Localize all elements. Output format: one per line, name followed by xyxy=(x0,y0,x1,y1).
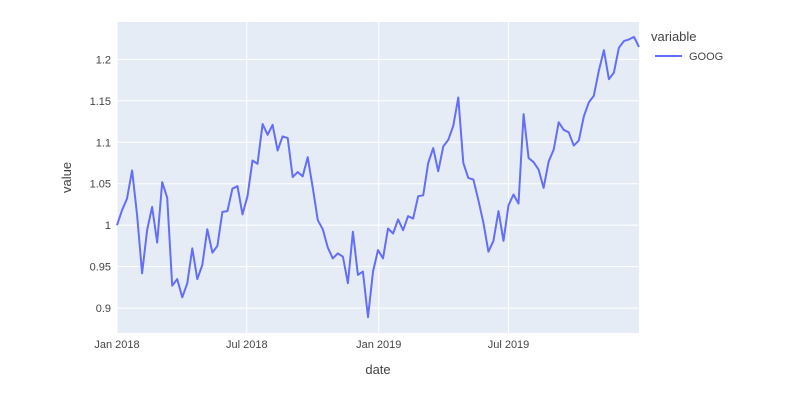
x-tick-label: Jan 2019 xyxy=(356,339,401,351)
y-axis-title: value xyxy=(59,162,74,193)
x-tick-label: Jul 2019 xyxy=(488,339,530,351)
series-layer xyxy=(116,35,640,319)
legend[interactable]: variable GOOG xyxy=(651,29,723,63)
x-axis-title: date xyxy=(365,362,390,377)
legend-label-goog[interactable]: GOOG xyxy=(689,51,723,63)
x-tick-label: Jan 2018 xyxy=(94,339,139,351)
y-tick-label: 0.95 xyxy=(90,262,111,274)
y-tick-label: 1.1 xyxy=(96,137,111,149)
x-axis-ticks: Jan 2018 Jul 2018 Jan 2019 Jul 2019 xyxy=(94,339,529,351)
y-tick-label: 1.05 xyxy=(90,179,111,191)
y-axis-ticks: 0.9 0.95 1 1.05 1.1 1.15 1.2 xyxy=(90,54,111,315)
series-line-goog[interactable] xyxy=(116,35,640,319)
plot-area xyxy=(117,22,639,333)
y-tick-label: 1.15 xyxy=(90,96,111,108)
x-tick-label: Jul 2018 xyxy=(226,339,268,351)
y-tick-label: 1 xyxy=(105,220,111,232)
gridlines xyxy=(116,22,639,333)
legend-title: variable xyxy=(651,29,697,44)
y-tick-label: 0.9 xyxy=(96,303,111,315)
y-tick-label: 1.2 xyxy=(96,54,111,66)
